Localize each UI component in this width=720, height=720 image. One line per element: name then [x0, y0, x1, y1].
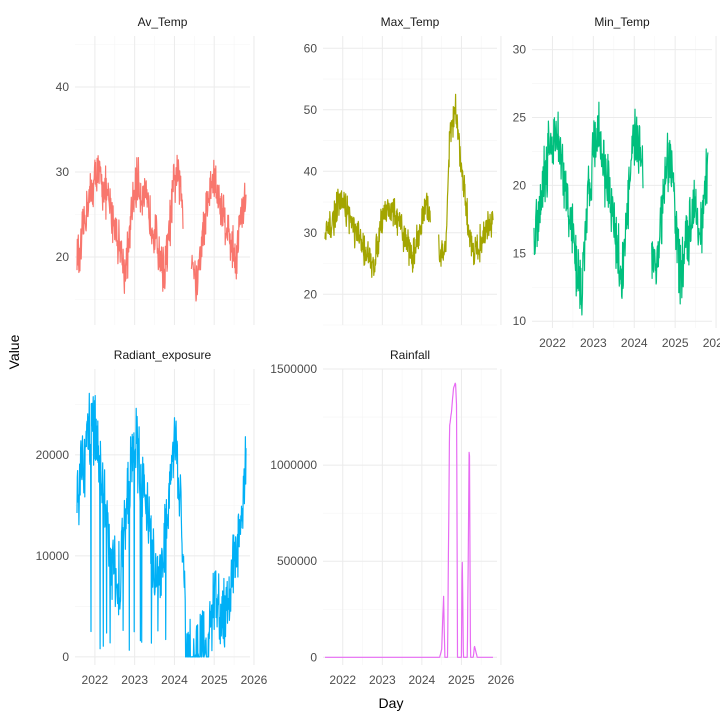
x-tick-label: 2023: [121, 673, 148, 687]
panel-title: Max_Temp: [381, 15, 440, 29]
y-tick-label: 0: [310, 650, 317, 664]
y-tick-label: 10: [513, 314, 527, 328]
x-tick-label: 2024: [621, 336, 648, 350]
y-tick-label: 1500000: [270, 362, 317, 376]
panel-title: Rainfall: [390, 348, 430, 362]
y-tick-label: 1000000: [270, 458, 317, 472]
x-tick-label: 2022: [329, 673, 356, 687]
y-tick-label: 60: [304, 41, 318, 55]
x-tick-label: 2025: [201, 673, 228, 687]
x-tick-label: 2022: [539, 336, 566, 350]
panel-radiant_exposure: 0 10000 20000 Radiant_exposure 2022 2023 2024 2…: [36, 348, 268, 687]
y-tick-label: 40: [304, 164, 318, 178]
panel-title: Radiant_exposure: [114, 348, 212, 362]
panel-av_temp: 20 30 40 Av_Temp: [56, 15, 255, 325]
y-tick-label: 30: [56, 165, 70, 179]
series-line-rainfall: [324, 382, 494, 658]
y-tick-label: 0: [62, 650, 69, 664]
y-tick-label: 15: [513, 246, 527, 260]
x-tick-label: 2022: [82, 673, 109, 687]
series-line-radiant_exposure: [76, 392, 247, 658]
y-tick-label: 20000: [36, 448, 70, 462]
y-axis-title: Value: [6, 334, 22, 369]
y-tick-label: 40: [56, 80, 70, 94]
series-line-min_temp: [533, 101, 709, 316]
series-line-max_temp: [324, 93, 494, 278]
x-tick-label: 2024: [409, 673, 436, 687]
x-tick-label: 2025: [662, 336, 689, 350]
y-tick-label: 30: [513, 43, 527, 57]
x-tick-label: 2024: [161, 673, 188, 687]
panel-rainfall: 0 500000 1000000 1500000 Rainfall 2022 2023 202…: [270, 348, 514, 687]
x-tick-label: 2026: [488, 673, 515, 687]
x-tick-label: 2026: [241, 673, 268, 687]
x-tick-label: 2023: [580, 336, 607, 350]
x-axis-title: Day: [379, 695, 404, 711]
panel-max_temp: 20 30 40 50 60 Max_Temp: [304, 15, 502, 326]
panel-title: Min_Temp: [594, 15, 650, 29]
y-tick-label: 50: [304, 103, 318, 117]
x-tick-label: 2025: [448, 673, 475, 687]
y-tick-label: 20: [56, 250, 70, 264]
y-tick-label: 25: [513, 110, 527, 124]
panel-title: Av_Temp: [138, 15, 188, 29]
y-tick-label: 20: [304, 287, 318, 301]
x-tick-label: 2026: [703, 336, 720, 350]
y-tick-label: 30: [304, 226, 318, 240]
series-line-av_temp: [76, 154, 247, 302]
y-tick-label: 10000: [36, 549, 70, 563]
y-tick-label: 20: [513, 178, 527, 192]
x-tick-label: 2023: [369, 673, 396, 687]
y-tick-label: 500000: [277, 554, 317, 568]
